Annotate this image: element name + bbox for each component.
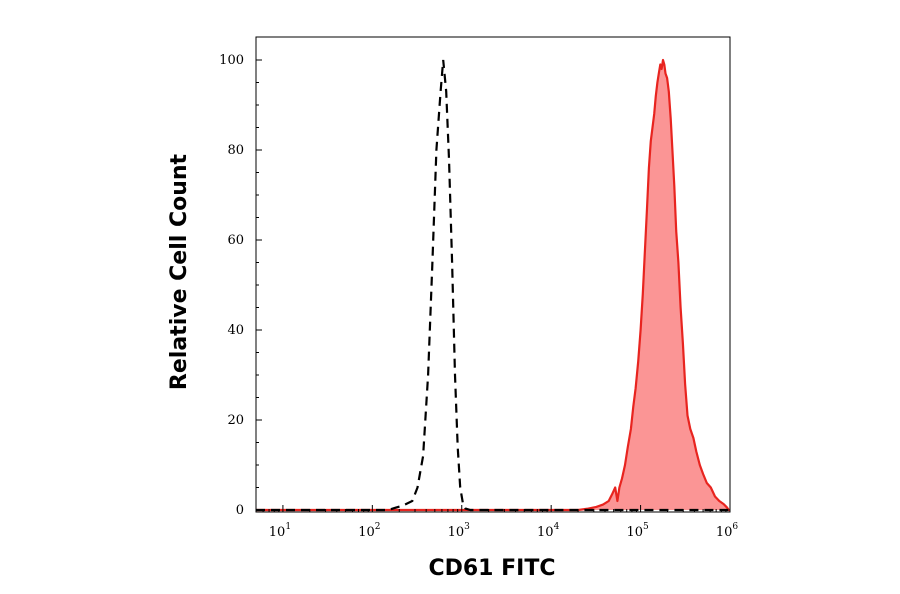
y-tick-label-2: 40	[227, 323, 244, 338]
y-tick-label-5: 100	[219, 53, 244, 68]
series-1-line	[256, 58, 730, 512]
y-tick-label-0: 0	[236, 503, 244, 518]
x-tick-label-4: 105	[626, 522, 649, 540]
x-axis-title: CD61 FITC	[428, 556, 555, 581]
series-1-area	[256, 60, 730, 510]
y-axis-title: Relative Cell Count	[167, 153, 192, 390]
y-tick-label-1: 20	[227, 413, 244, 428]
series-layer	[256, 58, 730, 512]
x-tick-label-2: 103	[448, 522, 471, 540]
x-tick-label-5: 106	[716, 522, 739, 540]
x-tick-label-3: 104	[537, 522, 560, 540]
y-tick-label-3: 60	[227, 233, 244, 248]
series-0-line	[256, 59, 730, 512]
x-tick-label-0: 101	[269, 522, 291, 540]
ticks-layer: 0 20 40 60 80 100 101 102 103 104 105 106	[219, 53, 738, 540]
y-tick-label-4: 80	[227, 143, 244, 158]
plot-frame	[255, 36, 731, 513]
x-tick-label-1: 102	[358, 522, 380, 540]
